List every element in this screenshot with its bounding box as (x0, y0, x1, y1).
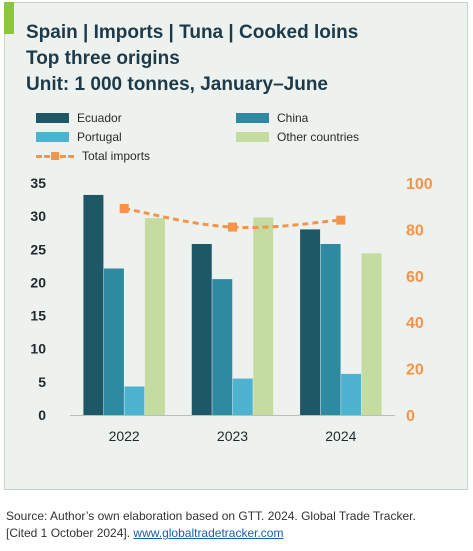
bar-china-2023 (212, 279, 233, 415)
source-text-1: Source: Author’s own elaboration based o… (6, 509, 416, 523)
legend-label-total: Total imports (82, 149, 151, 163)
bar-china-2022 (103, 268, 124, 415)
left-tick-label: 15 (30, 308, 46, 324)
legend-item-china: China (236, 111, 308, 125)
source-text-2: [Cited 1 October 2024]. (6, 526, 134, 540)
bar-other-2024 (361, 253, 382, 415)
left-tick-label: 5 (38, 374, 46, 390)
right-tick-label: 100 (406, 176, 433, 193)
legend-swatch-ecuador (36, 113, 69, 123)
bar-ecuador-2022 (83, 194, 104, 415)
legend-item-other: Other countries (236, 130, 359, 144)
title-line-1: Spain | Imports | Tuna | Cooked loins (26, 22, 359, 43)
left-tick-label: 25 (30, 241, 46, 257)
legend-item-total: Total imports (36, 149, 150, 163)
left-tick-label: 35 (30, 175, 46, 191)
x-tick-label: 2024 (325, 428, 356, 444)
legend-swatch-other (236, 132, 269, 142)
bar-china-2024 (320, 243, 341, 415)
source-note: Source: Author’s own elaboration based o… (6, 508, 471, 542)
accent-bar (4, 2, 14, 34)
legend-item-portugal: Portugal (36, 130, 122, 144)
bar-other-2023 (253, 217, 274, 415)
left-axis: 0 5 10 15 20 25 30 35 (30, 175, 46, 423)
x-tick-label: 2023 (217, 428, 248, 444)
total-imports-marker-2024 (336, 215, 346, 225)
right-tick-label: 80 (406, 222, 424, 239)
x-tick-label: 2022 (109, 428, 140, 444)
left-tick-label: 0 (38, 407, 46, 423)
legend-swatch-china (236, 113, 269, 123)
legend-label-china: China (277, 111, 309, 125)
legend-label-portugal: Portugal (77, 130, 122, 144)
bar-portugal-2023 (232, 378, 253, 415)
right-tick-label: 20 (406, 362, 424, 379)
right-tick-label: 40 (406, 315, 424, 332)
legend-swatch-total (36, 151, 74, 161)
bar-other-2022 (144, 218, 165, 415)
chart-title: Spain | Imports | Tuna | Cooked loins To… (26, 20, 358, 98)
left-tick-label: 10 (30, 341, 46, 357)
right-tick-label: 0 (406, 408, 415, 425)
total-imports-line (119, 204, 346, 232)
title-line-3: Unit: 1 000 tonnes, January–June (26, 74, 328, 95)
legend-item-ecuador: Ecuador (36, 111, 122, 125)
bar-ecuador-2024 (300, 229, 321, 415)
total-imports-marker-2023 (228, 222, 237, 232)
legend: Ecuador China Portugal Other countries T… (36, 111, 456, 167)
plot-area: 0 5 10 15 20 25 30 35 0 20 40 60 80 100 2022 2023 2024 (30, 175, 433, 444)
legend-swatch-portugal (36, 132, 69, 142)
bar-ecuador-2023 (191, 243, 212, 415)
x-axis: 2022 2023 2024 (70, 415, 395, 444)
source-link[interactable]: www.globaltradetracker.com (133, 526, 284, 540)
left-tick-label: 20 (30, 274, 46, 290)
bars (83, 194, 382, 415)
right-axis: 0 20 40 60 80 100 (406, 176, 433, 425)
bar-portugal-2024 (341, 373, 362, 415)
bar-portugal-2022 (124, 386, 145, 415)
title-line-2: Top three origins (26, 48, 180, 69)
legend-label-other: Other countries (277, 130, 360, 144)
left-tick-label: 30 (30, 208, 46, 224)
total-imports-marker-2022 (119, 204, 129, 214)
legend-label-ecuador: Ecuador (77, 111, 122, 125)
right-tick-label: 60 (406, 269, 424, 286)
